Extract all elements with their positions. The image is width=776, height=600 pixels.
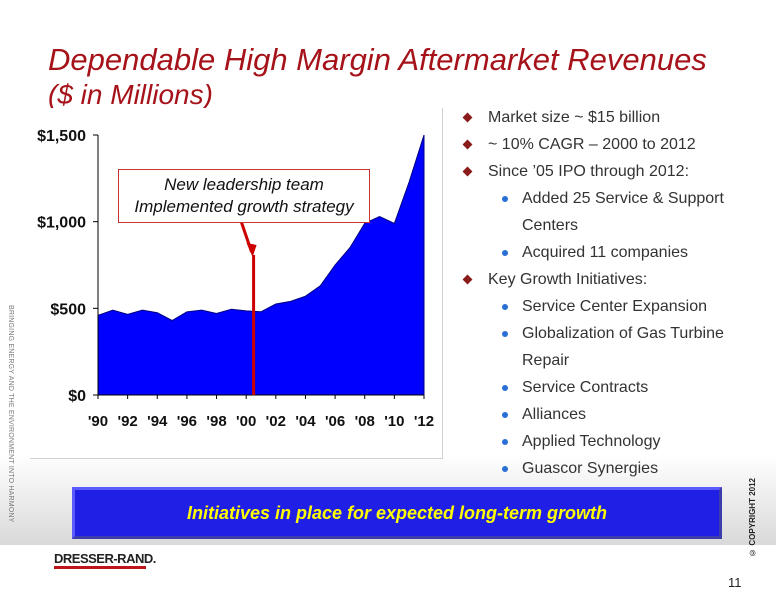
- y-tick-label: $1,000: [37, 215, 86, 232]
- dot-bullet-icon: [502, 331, 508, 337]
- page-number: 11: [728, 575, 742, 590]
- x-tick-label: '12: [414, 413, 434, 430]
- dot-bullet-icon: [502, 250, 508, 256]
- diamond-bullet-icon: [462, 166, 473, 177]
- sub-bullet-item: Globalization of Gas Turbine Repair: [460, 320, 765, 374]
- y-tick-label: $500: [50, 301, 86, 318]
- logo-underline: [54, 566, 146, 569]
- sub-bullet-item: Service Center Expansion: [460, 293, 765, 320]
- dot-bullet-icon: [502, 439, 508, 445]
- sub-bullet-text: Added 25 Service & Support Centers: [522, 190, 724, 234]
- y-tick-label: $0: [68, 388, 86, 405]
- sub-bullet-item: Service Contracts: [460, 374, 765, 401]
- sub-bullet-item: Added 25 Service & Support Centers: [460, 185, 765, 239]
- sub-bullet-item: Acquired 11 companies: [460, 239, 765, 266]
- dot-bullet-icon: [502, 304, 508, 310]
- dot-bullet-icon: [502, 466, 508, 472]
- revenue-chart: $0 $500 $1,000 $1,500 '90 '92 '94 '96 '98 '00 '02 '…: [30, 108, 443, 459]
- x-tick-label: '06: [325, 413, 345, 430]
- bullet-text: Key Growth Initiatives:: [488, 271, 648, 288]
- callout-line-1: New leadership team: [164, 175, 324, 194]
- copyright-notice: © COPYRIGHT 2012: [748, 478, 757, 557]
- company-logo: DRESSER-RAND.: [54, 551, 156, 566]
- x-tick-label: '96: [177, 413, 197, 430]
- dot-bullet-icon: [502, 412, 508, 418]
- sub-bullet-text: Guascor Synergies: [522, 460, 659, 477]
- x-tick-label: '94: [147, 413, 168, 430]
- bullet-item: Since ’05 IPO through 2012:: [460, 158, 765, 185]
- diamond-bullet-icon: [462, 274, 473, 285]
- sub-bullet-item: Guascor Synergies: [460, 455, 765, 482]
- diamond-bullet-icon: [462, 139, 473, 150]
- x-tick-label: '92: [118, 413, 138, 430]
- dot-bullet-icon: [502, 385, 508, 391]
- bullet-item: ~ 10% CAGR – 2000 to 2012: [460, 131, 765, 158]
- slide-title: Dependable High Margin Aftermarket Reven…: [48, 42, 707, 77]
- sub-bullet-text: Acquired 11 companies: [522, 244, 689, 261]
- bullet-list: Market size ~ $15 billion ~ 10% CAGR – 2…: [460, 104, 765, 482]
- x-tick-label: '08: [355, 413, 375, 430]
- dot-bullet-icon: [502, 196, 508, 202]
- bullet-item: Market size ~ $15 billion: [460, 104, 765, 131]
- sub-bullet-item: Alliances: [460, 401, 765, 428]
- sub-bullet-text: Service Contracts: [522, 379, 649, 396]
- bullet-text: Since ’05 IPO through 2012:: [488, 163, 690, 180]
- sub-bullet-item: Applied Technology: [460, 428, 765, 455]
- sub-bullet-text: Alliances: [522, 406, 587, 423]
- x-tick-label: '00: [236, 413, 256, 430]
- growth-banner: Initiatives in place for expected long-t…: [72, 487, 722, 539]
- callout-line-2: Implemented growth strategy: [134, 197, 354, 216]
- revenue-area: [97, 134, 425, 396]
- leadership-callout: New leadership team Implemented growth s…: [118, 169, 370, 223]
- x-tick-label: '02: [266, 413, 286, 430]
- bullet-text: Market size ~ $15 billion: [488, 109, 661, 126]
- slide-subtitle: ($ in Millions): [48, 79, 213, 110]
- x-tick-label: '10: [384, 413, 404, 430]
- callout-arrowhead: [246, 243, 257, 257]
- sub-bullet-text: Service Center Expansion: [522, 298, 707, 315]
- vertical-tagline: BRINGING ENERGY AND THE ENVIRONMENT INTO…: [7, 305, 14, 523]
- x-tick-label: '98: [206, 413, 226, 430]
- revenue-area-chart: $0 $500 $1,000 $1,500 '90 '92 '94 '96 '98 '00 '02 '…: [37, 128, 434, 430]
- bullet-item: Key Growth Initiatives:: [460, 266, 765, 293]
- x-tick-label: '90: [88, 413, 108, 430]
- x-tick-label: '04: [295, 413, 316, 430]
- y-tick-label: $1,500: [37, 128, 86, 145]
- sub-bullet-text: Globalization of Gas Turbine Repair: [522, 325, 724, 369]
- sub-bullet-text: Applied Technology: [522, 433, 661, 450]
- bullet-text: ~ 10% CAGR – 2000 to 2012: [488, 136, 696, 153]
- diamond-bullet-icon: [462, 112, 473, 123]
